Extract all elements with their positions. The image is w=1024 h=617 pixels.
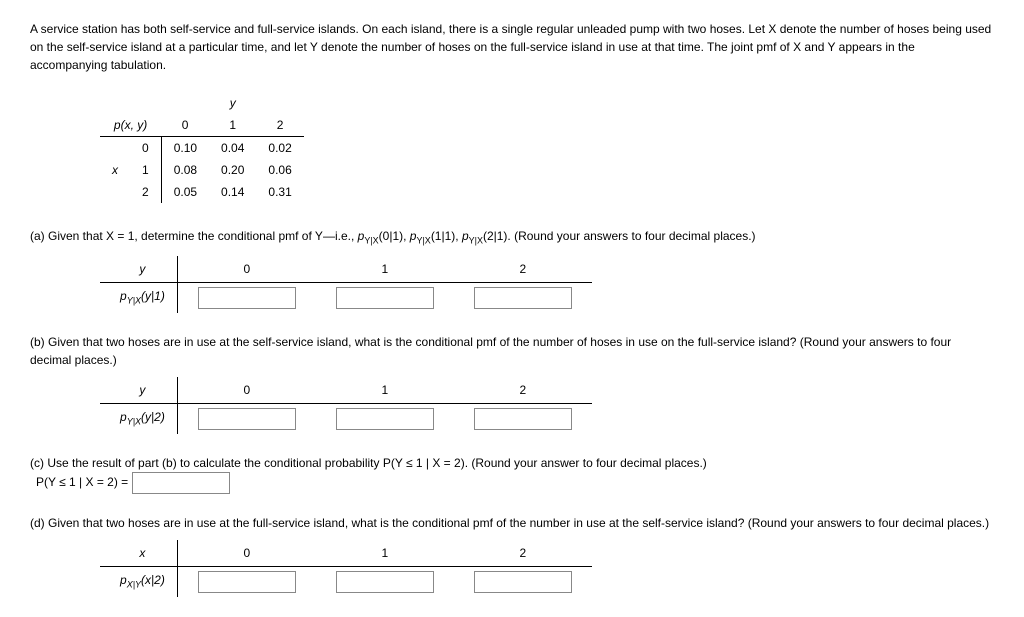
qa-arg2: (2|1).	[483, 229, 514, 243]
qd-col-0: 0	[177, 540, 316, 567]
qa-col-2: 2	[454, 256, 592, 283]
pmf-cell: 0.14	[209, 181, 256, 203]
pmf-cell: 0.06	[256, 159, 303, 181]
qa-input-table: y 0 1 2 pY|X(y|1)	[100, 256, 592, 313]
qa-arg1: (1|1),	[431, 229, 462, 243]
qc-label: P(Y ≤ 1 | X = 2) =	[36, 475, 128, 489]
qa-rowlabel-sub: Y|X	[127, 296, 141, 306]
qb-col-2: 2	[454, 377, 592, 404]
qa-input-1[interactable]	[336, 287, 434, 309]
qb-text: (b) Given that two hoses are in use at t…	[30, 335, 951, 367]
qb-col-0: 0	[177, 377, 316, 404]
x-val-1: 1	[130, 159, 161, 181]
qb-rowlabel-arg: (y|2)	[141, 410, 165, 424]
qb-input-1[interactable]	[336, 408, 434, 430]
qa-sub0: Y|X	[364, 235, 378, 245]
qa-sub1: Y|X	[416, 235, 430, 245]
qa-col-1: 1	[316, 256, 454, 283]
pmf-cell: 0.05	[161, 181, 209, 203]
qa-text-before: (a) Given that X = 1, determine the cond…	[30, 229, 358, 243]
qa-col-0: 0	[177, 256, 316, 283]
qa-arg0: (0|1),	[379, 229, 410, 243]
qa-text-after: (Round your answers to four decimal plac…	[514, 229, 755, 243]
qd-input-table: x 0 1 2 pX|Y(x|2)	[100, 540, 592, 597]
pmf-cell: 0.31	[256, 181, 303, 203]
qa-var: y	[100, 256, 177, 283]
qa-input-0[interactable]	[198, 287, 296, 309]
qd-rowlabel-sub: X|Y	[127, 580, 141, 590]
qa-rowlabel-arg: (y|1)	[141, 289, 165, 303]
qd-text: (d) Given that two hoses are in use at t…	[30, 516, 989, 530]
qd-var: x	[100, 540, 177, 567]
qc-input[interactable]	[132, 472, 230, 494]
qb-col-1: 1	[316, 377, 454, 404]
x-val-2: 2	[130, 181, 161, 203]
pmf-cell: 0.10	[161, 137, 209, 160]
qa-rowlabel-p: p	[120, 289, 127, 303]
qa-input-2[interactable]	[474, 287, 572, 309]
qd-rowlabel-arg: (x|2)	[141, 573, 165, 587]
question-c: (c) Use the result of part (b) to calcul…	[30, 454, 994, 494]
qd-col-2: 2	[454, 540, 592, 567]
qb-var: y	[100, 377, 177, 404]
pmf-cell: 0.02	[256, 137, 303, 160]
qb-input-2[interactable]	[474, 408, 572, 430]
qb-input-0[interactable]	[198, 408, 296, 430]
qa-p2: p	[462, 229, 469, 243]
pmf-corner: p(x, y)	[100, 114, 161, 137]
question-b: (b) Given that two hoses are in use at t…	[30, 333, 994, 434]
x-val-0: 0	[130, 137, 161, 160]
qd-rowlabel-p: p	[120, 573, 127, 587]
qb-rowlabel-p: p	[120, 410, 127, 424]
qd-col-1: 1	[316, 540, 454, 567]
qb-input-table: y 0 1 2 pY|X(y|2)	[100, 377, 592, 434]
qa-sub2: Y|X	[469, 235, 483, 245]
pmf-cell: 0.08	[161, 159, 209, 181]
qd-input-1[interactable]	[336, 571, 434, 593]
qd-input-0[interactable]	[198, 571, 296, 593]
x-axis-label: x	[100, 159, 130, 181]
joint-pmf-table: y p(x, y) 0 1 2 0 0.10 0.04 0.02 x 1 0.0…	[100, 92, 304, 203]
y-val-0: 0	[161, 114, 209, 137]
question-d: (d) Given that two hoses are in use at t…	[30, 514, 994, 597]
pmf-cell: 0.04	[209, 137, 256, 160]
y-val-1: 1	[209, 114, 256, 137]
y-axis-label: y	[209, 92, 256, 114]
qc-text: (c) Use the result of part (b) to calcul…	[30, 456, 707, 470]
y-val-2: 2	[256, 114, 303, 137]
pmf-cell: 0.20	[209, 159, 256, 181]
qd-input-2[interactable]	[474, 571, 572, 593]
problem-intro: A service station has both self-service …	[30, 20, 994, 74]
qb-rowlabel-sub: Y|X	[127, 417, 141, 427]
question-a: (a) Given that X = 1, determine the cond…	[30, 227, 994, 313]
